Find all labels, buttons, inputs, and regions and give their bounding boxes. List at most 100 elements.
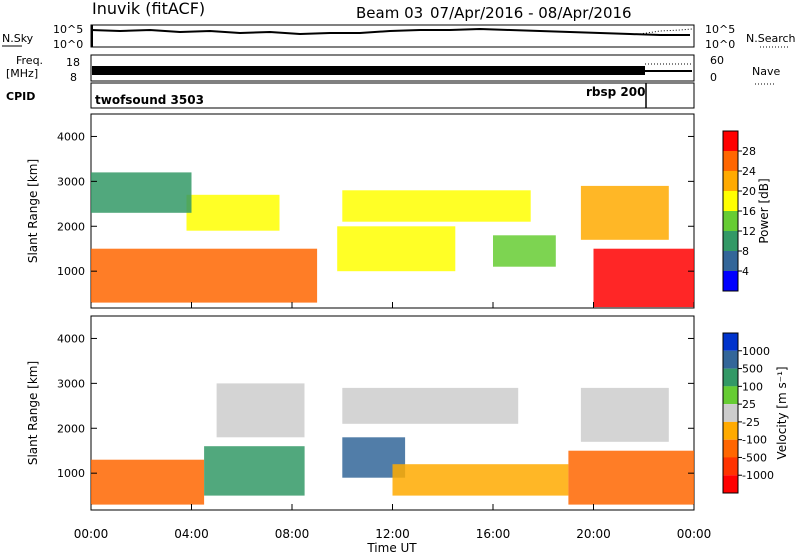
- cpid-segment-2: rbsp 200: [586, 85, 645, 99]
- freq-label-2: [MHz]: [6, 67, 38, 80]
- colorbar-swatch: [723, 271, 738, 291]
- colorbar-swatch: [723, 191, 738, 211]
- colorbar-tick-label: 8: [742, 245, 749, 258]
- colorbar-swatch: [723, 131, 738, 151]
- nsearch-tick-top: 10^5: [705, 23, 735, 36]
- data-cell-5: [342, 387, 519, 424]
- y-tick-label: 3000: [57, 377, 85, 390]
- colorbar-swatch: [723, 171, 738, 191]
- x-tick-label: 00:00: [74, 527, 109, 541]
- colorbar-swatch: [723, 211, 738, 231]
- x-tick-label: 16:00: [476, 527, 511, 541]
- nsky-trace: [90, 27, 690, 36]
- nsky-label: N.Sky: [2, 32, 34, 45]
- cpid-label: CPID: [6, 90, 35, 103]
- colorbar-swatch: [723, 475, 738, 493]
- data-cell-7: [568, 450, 694, 505]
- nsky-frame: [90, 24, 695, 48]
- y-tick-label: 4000: [57, 130, 85, 143]
- colorbar-swatch: [723, 368, 738, 387]
- x-tick-label: 08:00: [275, 527, 310, 541]
- velocity-cells: [91, 383, 694, 505]
- freq-tick-top: 18: [66, 56, 80, 69]
- data-cell-8: [580, 387, 669, 442]
- station-title: Inuvik (fitACF): [92, 0, 205, 18]
- colorbar-swatch: [723, 386, 738, 405]
- power-yticks: 1000 2000 3000 4000: [57, 130, 694, 278]
- data-cell-8: [593, 248, 694, 308]
- freq-label-1: Freq.: [16, 54, 43, 67]
- colorbar-tick-label: -100: [742, 434, 767, 447]
- colorbar-tick-label: 24: [742, 165, 756, 178]
- colorbar-tick-label: 500: [742, 363, 763, 376]
- colorbar-tick-label: 16: [742, 205, 756, 218]
- data-cell-5: [342, 190, 531, 222]
- velocity-colorbar: 1000 500 100 25 -25 -100 -500 -1000: [722, 332, 774, 494]
- velocity-panel: 1000 2000 3000 4000 Slant Range [km] 1000 50…: [26, 315, 789, 511]
- freq-panel: Freq. [MHz] 18 8 60 0 Nave: [6, 54, 780, 85]
- colorbar-tick-label: 1000: [742, 345, 770, 358]
- nave-label: Nave: [752, 65, 780, 78]
- y-tick-label: 3000: [57, 175, 85, 188]
- colorbar-swatch: [723, 251, 738, 271]
- colorbar-swatch: [723, 421, 738, 440]
- colorbar-tick-label: -1000: [742, 469, 774, 482]
- data-cell-6: [493, 235, 556, 267]
- x-tick-label: 20:00: [576, 527, 611, 541]
- colorbar-swatch: [723, 404, 738, 422]
- nsky-tick-bottom: 10^0: [53, 38, 83, 51]
- x-tick-label: 00:00: [677, 527, 712, 541]
- data-cell-3: [91, 172, 192, 213]
- cpid-frame: [90, 82, 695, 109]
- velocity-ylabel: Slant Range [km]: [26, 361, 40, 465]
- data-cell-2: [186, 194, 280, 231]
- colorbar-tick-label: -500: [742, 451, 767, 464]
- colorbar-tick-label: -25: [742, 416, 760, 429]
- x-tick-label: 04:00: [174, 527, 209, 541]
- colorbar-swatch: [723, 439, 738, 458]
- power-cells: [91, 172, 694, 308]
- nave-tick-top: 60: [710, 54, 724, 67]
- data-cell-4: [337, 226, 456, 272]
- x-axis-ticks: 00:00 04:00 08:00 12:00 16:00 20:00 00:00: [74, 302, 712, 541]
- power-ylabel: Slant Range [km]: [26, 159, 40, 263]
- power-colorbar: 28 24 20 16 12 8 4: [722, 130, 756, 292]
- y-tick-label: 1000: [57, 467, 85, 480]
- data-cell-6: [392, 464, 569, 496]
- colorbar-swatch: [723, 350, 738, 369]
- data-cell-1: [91, 248, 318, 303]
- date-range: 07/Apr/2016 - 08/Apr/2016: [430, 4, 632, 22]
- nsky-panel: N.Sky 10^5 10^0 10^5 10^0 N.Search: [2, 23, 796, 51]
- beam-label: Beam 03: [356, 4, 423, 22]
- power-panel: 1000 2000 3000 4000 Slant Range [km] 28 24 20…: [26, 113, 771, 309]
- y-tick-label: 1000: [57, 265, 85, 278]
- colorbar-swatch: [723, 457, 738, 476]
- y-tick-label: 2000: [57, 220, 85, 233]
- y-tick-label: 2000: [57, 422, 85, 435]
- data-cell-3: [216, 383, 305, 438]
- colorbar-tick-label: 12: [742, 225, 756, 238]
- y-tick-label: 4000: [57, 332, 85, 345]
- nave-tick-bottom: 0: [710, 71, 717, 84]
- nsky-tick-top: 10^5: [53, 23, 83, 36]
- colorbar-tick-label: 25: [742, 398, 756, 411]
- colorbar-tick-label: 20: [742, 185, 756, 198]
- data-cell-1: [91, 459, 205, 505]
- x-axis-label: Time UT: [366, 541, 417, 554]
- velocity-cbar-label: Velocity [m s⁻¹]: [775, 366, 789, 459]
- data-cell-2: [204, 446, 305, 496]
- nsearch-label: N.Search: [746, 32, 796, 45]
- colorbar-swatch: [723, 231, 738, 251]
- x-tick-label: 12:00: [375, 527, 410, 541]
- colorbar-frame: [722, 332, 739, 494]
- power-cbar-label: Power [dB]: [757, 178, 771, 243]
- cpid-segment-1: twofsound 3503: [95, 93, 204, 107]
- data-cell-7: [580, 185, 669, 240]
- freq-tick-bottom: 8: [70, 71, 77, 84]
- colorbar-swatch: [723, 333, 738, 351]
- nsearch-trace: [639, 28, 693, 35]
- freq-band: [92, 66, 645, 75]
- velocity-yticks: 1000 2000 3000 4000: [57, 332, 694, 480]
- nsearch-tick-bottom: 10^0: [705, 38, 735, 51]
